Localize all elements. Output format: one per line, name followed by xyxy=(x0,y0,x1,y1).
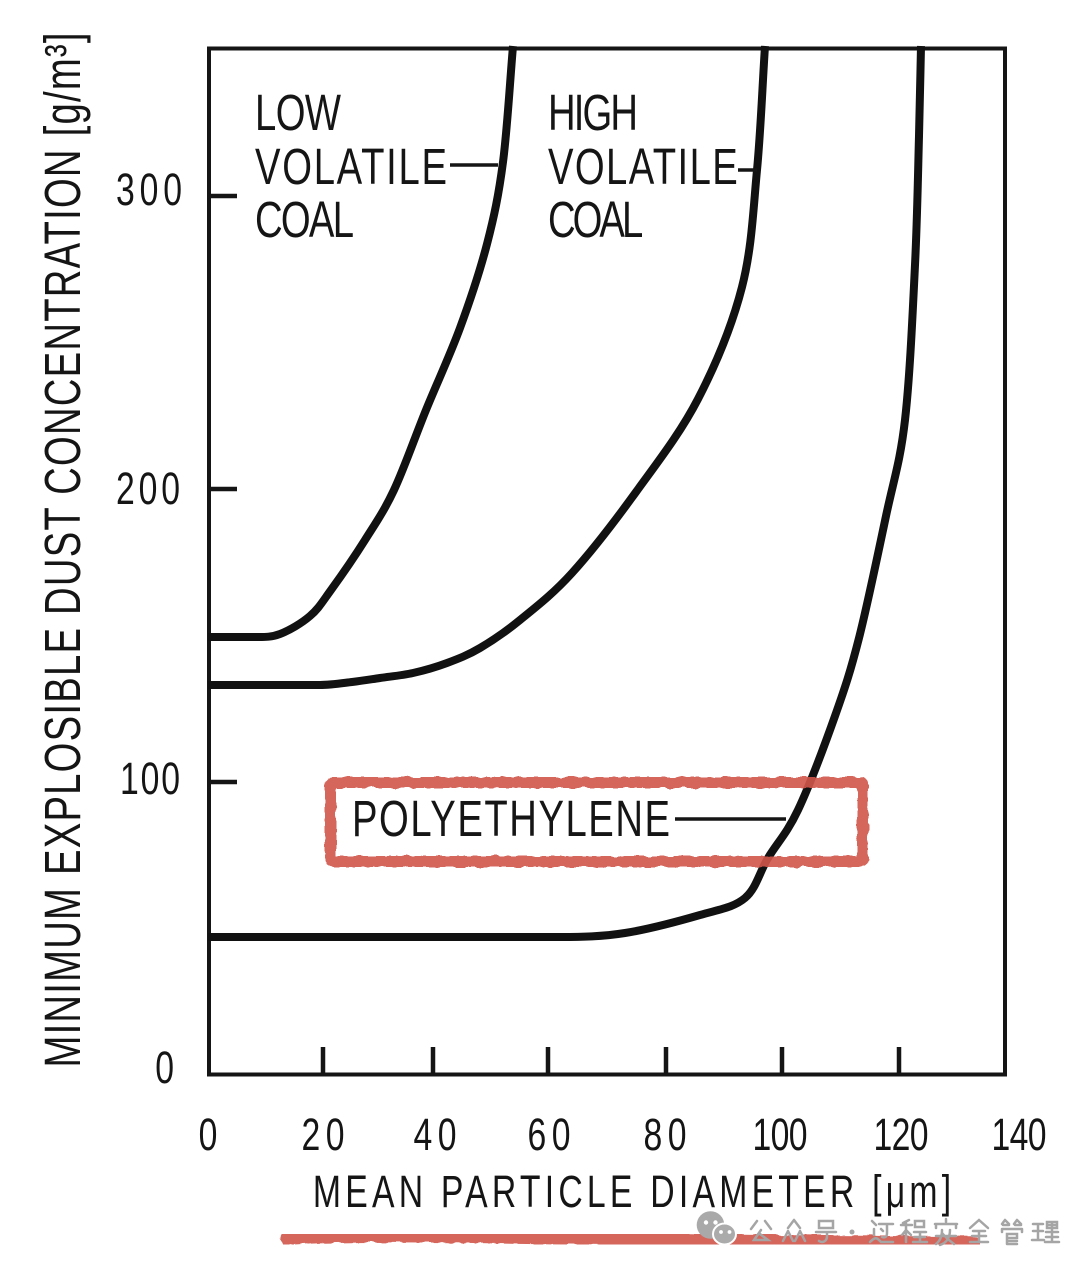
svg-text:200: 200 xyxy=(116,464,180,514)
svg-text:100: 100 xyxy=(753,1110,808,1160)
svg-text:VOLATILE: VOLATILE xyxy=(255,138,447,196)
svg-text:120: 120 xyxy=(874,1110,929,1160)
svg-text:100: 100 xyxy=(120,754,180,804)
svg-text:LOW: LOW xyxy=(255,84,341,142)
svg-text:MEAN PARTICLE DIAMETER [μm]: MEAN PARTICLE DIAMETER [μm] xyxy=(313,1167,951,1217)
svg-text:COAL: COAL xyxy=(255,191,354,249)
svg-text:HIGH: HIGH xyxy=(548,84,638,142)
svg-text:0: 0 xyxy=(155,1043,174,1093)
svg-text:140: 140 xyxy=(992,1110,1047,1160)
svg-text:300: 300 xyxy=(116,165,182,215)
svg-text:POLYETHYLENE: POLYETHYLENE xyxy=(352,790,670,848)
svg-text:COAL: COAL xyxy=(548,191,643,249)
svg-text:VOLATILE: VOLATILE xyxy=(548,138,738,196)
svg-text:MINIMUM EXPLOSIBLE DUST CONCEN: MINIMUM EXPLOSIBLE DUST CONCENTRATION [g… xyxy=(34,33,92,1068)
svg-text:0: 0 xyxy=(199,1110,218,1160)
